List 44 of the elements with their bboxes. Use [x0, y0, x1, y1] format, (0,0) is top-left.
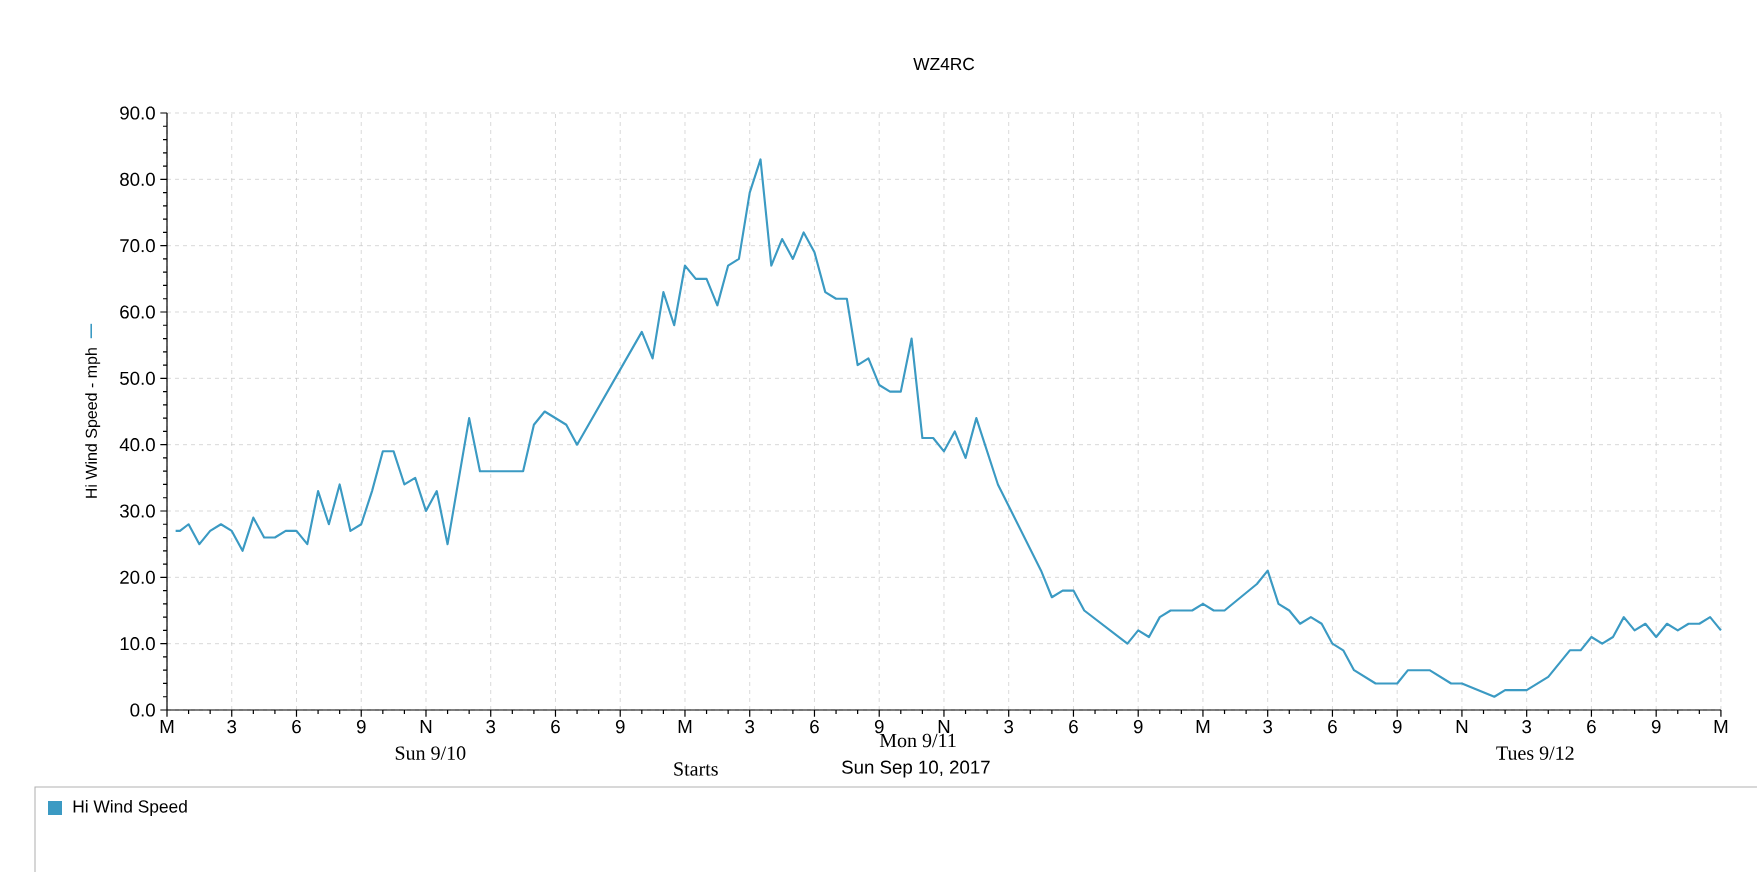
chart-title: WZ4RC: [913, 57, 975, 71]
x-tick-label: 3: [1263, 720, 1273, 734]
y-tick-label: 70.0: [120, 239, 155, 253]
x-tick-label: 9: [1133, 720, 1143, 734]
y-tick-label: 50.0: [120, 371, 155, 385]
x-tick-label: 9: [1651, 720, 1661, 734]
x-tick-label: N: [420, 720, 432, 733]
x-axis-title: Sun Sep 10, 2017: [842, 760, 990, 778]
x-tick-label: 6: [810, 720, 819, 734]
line-series: [174, 158, 1722, 698]
x-tick-label: 3: [1522, 720, 1532, 734]
x-tick-label: 9: [615, 720, 625, 734]
y-tick-label: 90.0: [120, 106, 155, 120]
x-tick-label: M: [1714, 720, 1728, 733]
x-tick-label: 9: [356, 720, 366, 734]
y-tick-label: 60.0: [120, 305, 155, 319]
y-axis-title: Hi Wind Speed - mph: [85, 348, 101, 498]
x-tick-label: 6: [1328, 720, 1337, 734]
y-tick-label: 10.0: [120, 637, 155, 651]
x-tick-label: 6: [1069, 720, 1078, 734]
x-tick-label: N: [938, 720, 950, 733]
x-tick-label: 6: [551, 720, 560, 734]
x-tick-label: M: [678, 720, 692, 733]
text: Sun 9/10: [395, 746, 466, 760]
x-tick-label: 3: [745, 720, 755, 734]
x-tick-label: 3: [227, 720, 237, 734]
x-tick-label: 6: [292, 720, 301, 734]
y-tick-label: 30.0: [120, 504, 155, 518]
text: Starts: [674, 762, 718, 776]
x-tick-label: M: [160, 720, 174, 733]
x-tick-label: M: [1196, 720, 1210, 733]
text: Mon 9/11: [879, 733, 956, 748]
y-tick-label: 0.0: [130, 703, 155, 717]
y-tick-label: 40.0: [119, 438, 155, 452]
x-tick-label: 3: [1004, 720, 1014, 734]
y-tick-label: 80.0: [120, 172, 155, 186]
x-tick-label: N: [1456, 720, 1468, 733]
y-tick-label: 20.0: [120, 570, 155, 584]
x-tick-label: 9: [1392, 720, 1402, 734]
legend-label: Hi Wind Speed: [73, 799, 187, 817]
x-tick-label: 9: [874, 720, 884, 734]
x-tick-label: 3: [486, 720, 496, 734]
text: Tues 9/12: [1496, 746, 1574, 760]
x-tick-label: 6: [1587, 720, 1596, 734]
